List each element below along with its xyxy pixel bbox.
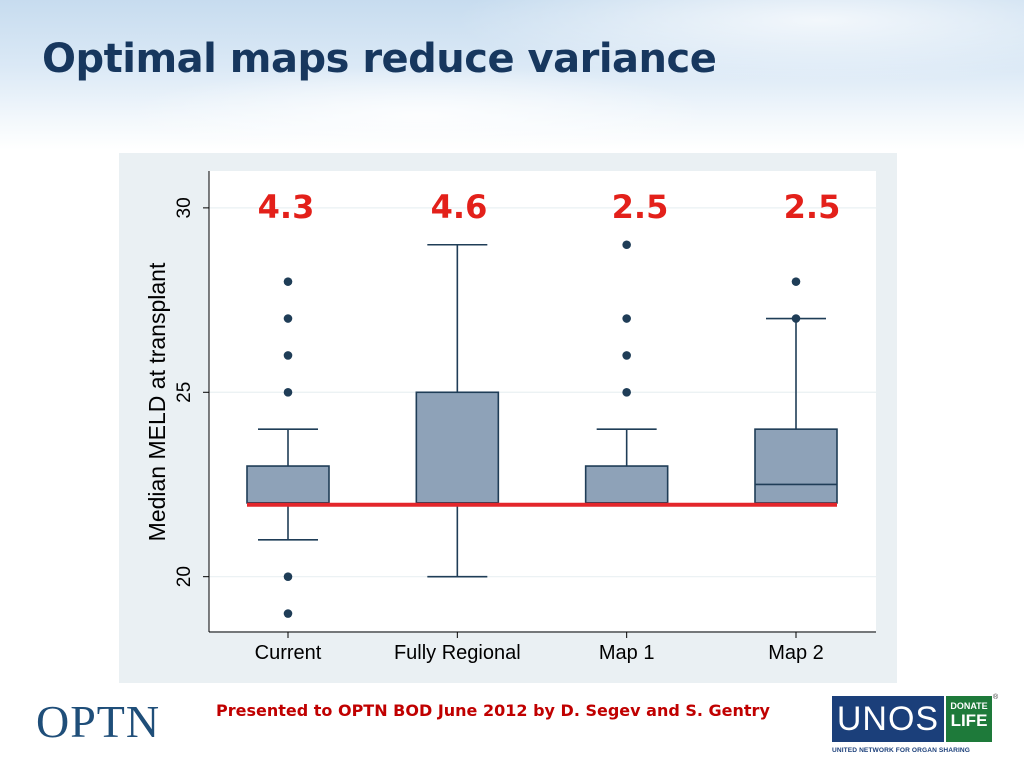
slide-title: Optimal maps reduce variance — [42, 36, 717, 82]
unos-tagline: UNITED NETWORK FOR ORGAN SHARING — [832, 747, 971, 754]
outlier-point — [283, 387, 293, 397]
x-tick-label: Map 2 — [768, 642, 824, 664]
x-tick-label: Map 1 — [599, 642, 655, 664]
y-axis-title: Median MELD at transplant — [144, 262, 170, 541]
outlier-point — [283, 277, 293, 286]
outlier-point — [283, 609, 293, 618]
variance-annotation: 4.3 — [258, 188, 315, 226]
outlier-point — [622, 387, 631, 397]
donate-life-line2: LIFE — [950, 711, 988, 730]
box — [754, 428, 838, 504]
donate-life-line1: DONATE — [950, 701, 988, 711]
x-tick-label: Fully Regional — [394, 642, 521, 664]
x-tick-label: Current — [255, 642, 322, 664]
tick-labels: 20 25 30 Current Fully Regional Map 1 Map 2 — [174, 197, 824, 664]
axes — [208, 171, 876, 633]
boxes — [246, 240, 838, 618]
outlier-point — [622, 351, 631, 360]
title-banner-background — [0, 0, 1024, 150]
variance-annotation: 4.6 — [431, 188, 488, 226]
gridlines — [209, 207, 876, 578]
plot-area — [209, 171, 876, 631]
unos-logo-wordmark: UNOS — [832, 696, 944, 742]
optn-logo: OPTN — [36, 696, 161, 747]
outlier-point — [791, 277, 801, 286]
footer-credit: Presented to OPTN BOD June 2012 by D. Se… — [216, 701, 770, 720]
y-tick-label: 30 — [174, 197, 195, 218]
box-group — [246, 277, 330, 618]
outlier-point — [283, 572, 293, 581]
unos-logo: UNOS DONATE LIFE ® UNITED NETWORK FOR OR… — [832, 694, 998, 760]
box-group — [415, 243, 500, 578]
y-tick-label: 20 — [174, 566, 195, 587]
outlier-point — [622, 314, 631, 323]
donate-life-badge: DONATE LIFE — [946, 696, 992, 742]
registered-mark-icon: ® — [993, 694, 999, 701]
box — [584, 465, 669, 504]
variance-annotation: 2.5 — [612, 188, 669, 226]
annotations: 4.3 4.6 2.5 2.5 — [258, 188, 841, 226]
variance-annotation: 2.5 — [784, 188, 841, 226]
box — [246, 465, 330, 504]
outlier-point — [622, 240, 631, 250]
box — [415, 391, 500, 504]
outlier-point — [791, 314, 801, 323]
box-group — [754, 277, 838, 504]
outlier-point — [283, 351, 293, 360]
y-tick-label: 25 — [174, 382, 195, 403]
outlier-point — [283, 314, 293, 323]
